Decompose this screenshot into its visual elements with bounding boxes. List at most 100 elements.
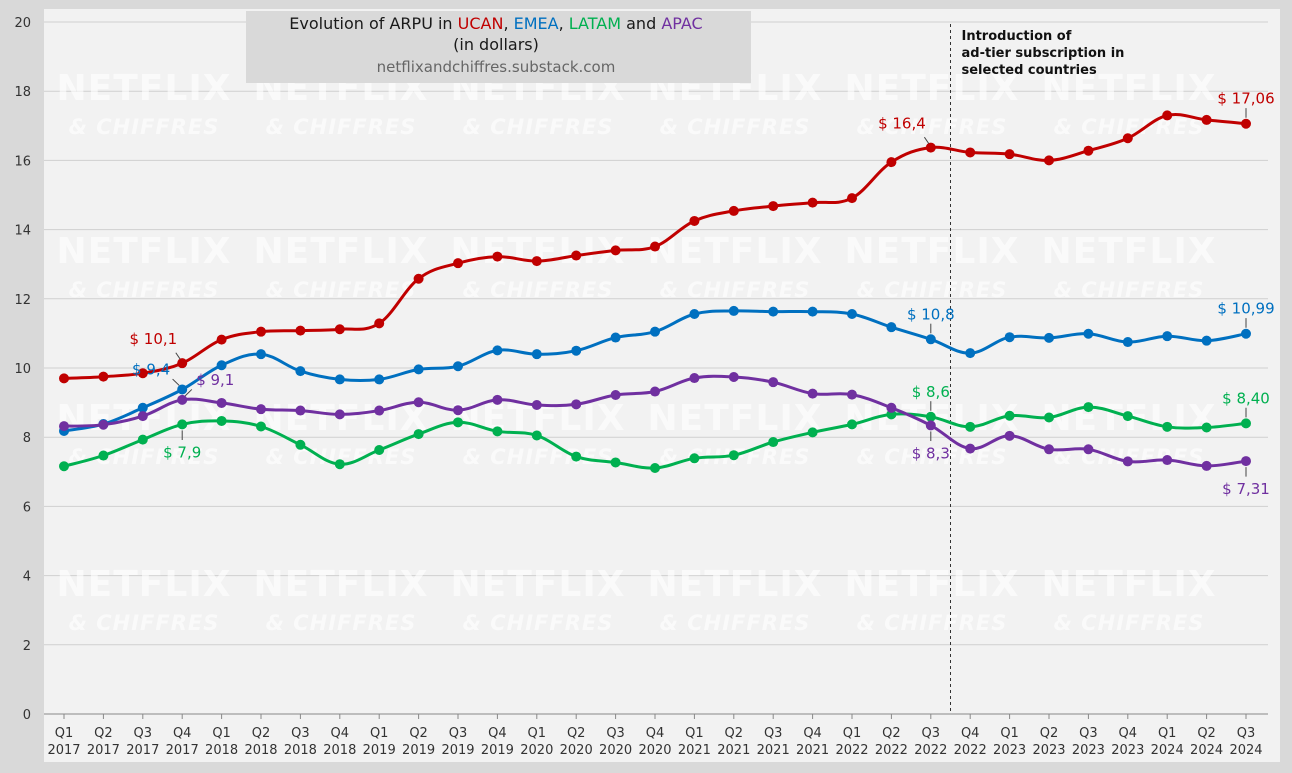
watermark-netflix: NETFLIX: [1042, 231, 1217, 272]
y-tick-label: 6: [23, 500, 31, 515]
x-tick-year: 2020: [638, 743, 671, 758]
x-tick-quarter: Q3: [1237, 726, 1256, 741]
data-point-apac: [847, 389, 857, 400]
data-point-ucan: [1201, 114, 1212, 125]
data-point-latam: [571, 451, 582, 462]
data-point-apac: [1241, 456, 1251, 467]
data-point-emea: [295, 366, 306, 377]
x-tick-year: 2022: [875, 743, 908, 758]
data-point-latam: [295, 439, 306, 450]
data-point-emea: [256, 349, 266, 360]
data-point-emea: [492, 345, 503, 356]
data-point-latam: [1201, 422, 1212, 433]
data-point-ucan: [1044, 155, 1054, 166]
x-tick-quarter: Q1: [1158, 726, 1177, 741]
watermark-netflix: NETFLIX: [254, 231, 429, 272]
data-point-ucan: [137, 368, 148, 379]
watermark-netflix: NETFLIX: [451, 564, 626, 605]
data-point-ucan: [413, 273, 424, 284]
data-point-latam: [768, 437, 779, 448]
watermark-chiffres: & CHIFFRES: [463, 115, 614, 139]
data-point-apac: [807, 388, 818, 399]
axes: 0 2 4 6 8 10 12 14 16 18 20 Q1 2017 Q2 2017 Q3 2017 Q4 201…: [14, 16, 1268, 758]
data-label-apac: $ 7,31: [1222, 480, 1270, 498]
data-point-latam: [374, 445, 385, 456]
data-point-latam: [453, 417, 463, 428]
x-tick-quarter: Q2: [94, 726, 113, 741]
x-tick-quarter: Q3: [922, 726, 941, 741]
data-point-latam: [1162, 421, 1173, 432]
data-point-latam: [728, 450, 739, 461]
plot-area: [44, 9, 1280, 762]
y-tick-label: 8: [23, 431, 31, 446]
data-label-leader: [172, 378, 180, 386]
data-label-apac: $ 9,1: [196, 371, 234, 389]
x-tick-year: 2021: [796, 743, 829, 758]
x-tick-year: 2024: [1190, 743, 1223, 758]
data-point-emea: [1162, 331, 1173, 342]
data-point-latam: [925, 411, 936, 422]
title-part: ,: [503, 14, 513, 33]
data-point-latam: [492, 426, 503, 437]
data-label-emea: $ 10,99: [1217, 300, 1274, 318]
data-point-ucan: [768, 201, 779, 212]
title-part: and: [621, 14, 661, 33]
data-point-apac: [98, 419, 109, 430]
data-point-ucan: [610, 245, 621, 256]
x-tick-year: 2018: [323, 743, 356, 758]
data-point-apac: [1004, 430, 1015, 441]
data-point-latam: [216, 415, 227, 426]
ad-tier-annotation-line: Introduction of: [962, 29, 1072, 44]
data-point-ucan: [728, 205, 739, 216]
data-point-latam: [1122, 411, 1133, 422]
series-latam: [59, 402, 1251, 473]
data-point-emea: [1241, 328, 1251, 339]
x-tick-year: 2024: [1151, 743, 1184, 758]
data-point-ucan: [1004, 149, 1015, 160]
data-label-ucan: $ 17,06: [1217, 90, 1274, 108]
data-point-ucan: [334, 324, 345, 335]
x-tick-quarter: Q3: [449, 726, 468, 741]
title-part: EMEA: [514, 14, 559, 33]
watermark-netflix: NETFLIX: [57, 564, 232, 605]
watermark-netflix: NETFLIX: [845, 564, 1020, 605]
x-tick-year: 2020: [560, 743, 593, 758]
data-point-latam: [610, 457, 621, 468]
data-point-emea: [374, 374, 385, 385]
watermark-netflix: NETFLIX: [845, 231, 1020, 272]
data-point-ucan: [531, 256, 542, 267]
watermark-chiffres: & CHIFFRES: [69, 611, 220, 635]
data-point-ucan: [216, 334, 227, 345]
data-point-latam: [1044, 412, 1054, 423]
data-label-latam: $ 8,6: [912, 383, 950, 401]
x-tick-year: 2017: [47, 743, 80, 758]
data-point-latam: [98, 450, 109, 461]
data-point-ucan: [374, 318, 385, 329]
x-tick-quarter: Q1: [1000, 726, 1019, 741]
x-tick-quarter: Q2: [725, 726, 744, 741]
watermark-chiffres: & CHIFFRES: [857, 611, 1008, 635]
x-tick-year: 2022: [954, 743, 987, 758]
y-tick-label: 0: [23, 708, 31, 723]
x-tick-year: 2021: [717, 743, 750, 758]
x-tick-year: 2023: [1072, 743, 1105, 758]
data-label-latam: $ 7,9: [163, 443, 201, 461]
data-point-emea: [334, 374, 345, 385]
series-ucan: [59, 110, 1251, 384]
x-tick-quarter: Q4: [803, 726, 822, 741]
x-tick-year: 2024: [1229, 743, 1262, 758]
watermark-netflix: NETFLIX: [648, 398, 823, 439]
title-box: Evolution of ARPU in UCAN, EMEA, LATAM a…: [246, 11, 751, 83]
x-tick-year: 2017: [126, 743, 159, 758]
x-tick-quarter: Q4: [961, 726, 980, 741]
data-point-emea: [531, 349, 542, 360]
data-point-latam: [137, 434, 148, 445]
x-tick-year: 2020: [599, 743, 632, 758]
x-tick-year: 2023: [993, 743, 1026, 758]
data-point-apac: [295, 405, 306, 416]
data-point-apac: [59, 421, 69, 432]
data-point-latam: [689, 453, 700, 464]
data-point-apac: [925, 420, 936, 431]
title-part: Evolution of ARPU in: [289, 14, 457, 33]
data-point-apac: [1201, 460, 1212, 471]
